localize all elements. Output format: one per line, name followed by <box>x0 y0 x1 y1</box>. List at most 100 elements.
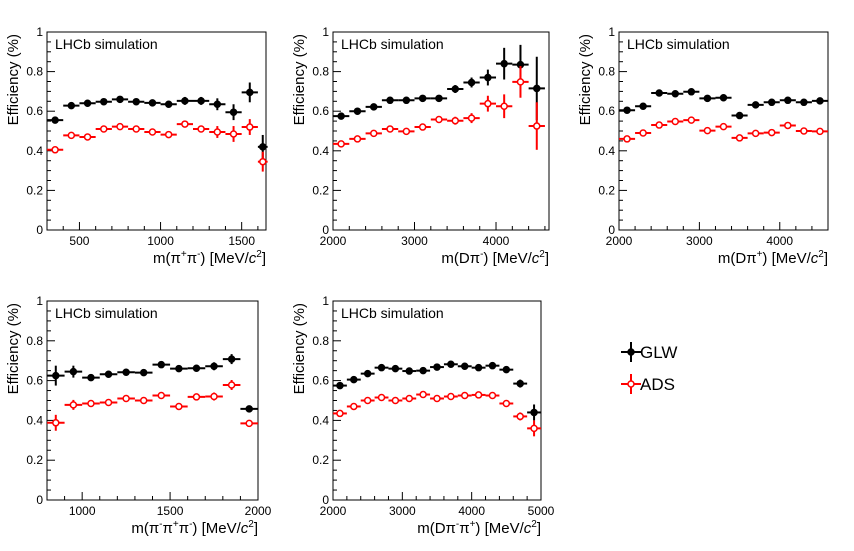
data-point-glw <box>160 100 177 109</box>
marker <box>467 114 476 122</box>
data-point-glw <box>683 88 700 96</box>
marker <box>533 84 541 93</box>
marker <box>516 78 525 86</box>
x-axis-label-part: π <box>163 520 173 537</box>
data-point-ads <box>222 380 241 390</box>
y-tick-label: 1 <box>322 294 329 308</box>
x-axis-label-part: m(π <box>131 520 159 537</box>
marker <box>530 408 538 417</box>
data-point-ads <box>333 140 350 148</box>
marker <box>175 364 183 373</box>
x-axis-label-part: ] <box>262 250 266 267</box>
legend-entry-ads: ADS <box>621 374 675 394</box>
x-axis-label-part: π <box>187 250 197 267</box>
marker <box>116 95 124 104</box>
marker <box>353 135 362 143</box>
data-point-ads <box>240 419 258 428</box>
marker <box>451 116 460 125</box>
x-tick-label: 2000 <box>245 504 272 518</box>
data-point-glw <box>651 89 668 97</box>
data-point-ads <box>513 412 528 421</box>
marker <box>229 108 238 116</box>
data-point-ads <box>747 129 764 138</box>
data-point-glw <box>443 360 458 369</box>
data-point-ads <box>160 130 177 139</box>
y-tick-label: 0.8 <box>312 65 329 79</box>
data-point-ads <box>447 116 464 125</box>
data-point-glw <box>374 363 389 372</box>
data-point-glw <box>346 375 361 384</box>
data-point-ads <box>485 391 500 400</box>
marker <box>433 363 441 371</box>
legend-marker <box>627 380 635 388</box>
data-point-ads <box>471 391 486 399</box>
data-point-glw <box>176 96 193 105</box>
marker <box>377 393 386 402</box>
series-ads <box>47 380 258 431</box>
marker <box>245 405 253 413</box>
series-ads <box>333 390 541 437</box>
data-point-glw <box>360 369 375 378</box>
marker <box>157 360 166 369</box>
marker <box>229 130 238 138</box>
marker <box>164 130 173 139</box>
marker <box>405 394 414 403</box>
marker <box>181 97 189 105</box>
y-tick-label: 0.2 <box>312 453 329 467</box>
marker <box>164 100 173 109</box>
data-point-glw <box>170 364 188 373</box>
x-tick-label: 1000 <box>69 504 96 518</box>
data-point-glw <box>117 368 135 376</box>
data-point-ads <box>205 392 223 401</box>
x-axis-label-part: c <box>241 520 249 537</box>
x-tick-label: 4000 <box>766 234 793 248</box>
marker <box>116 122 124 131</box>
marker <box>655 121 663 129</box>
marker <box>735 111 744 120</box>
data-point-glw <box>485 361 500 370</box>
marker <box>391 364 400 373</box>
x-axis-label-part: ) [MeV/ <box>192 520 241 537</box>
data-point-ads <box>225 126 242 142</box>
marker <box>484 73 492 82</box>
data-point-ads <box>360 396 375 405</box>
data-point-glw <box>795 98 812 107</box>
data-point-ads <box>731 134 748 142</box>
data-point-ads <box>111 122 129 131</box>
legend-label: ADS <box>640 375 675 394</box>
marker <box>210 392 218 401</box>
x-axis-label-part: ] <box>537 520 541 537</box>
panel-label: LHCb simulation <box>55 305 158 321</box>
data-point-glw <box>430 94 448 103</box>
marker <box>100 97 108 106</box>
marker <box>52 371 60 380</box>
marker <box>530 424 538 433</box>
data-point-ads <box>241 119 258 135</box>
x-axis-label-part: - <box>159 519 162 530</box>
marker <box>87 373 95 382</box>
data-point-glw <box>225 104 242 121</box>
marker <box>210 362 218 371</box>
data-point-glw <box>715 93 732 102</box>
marker <box>350 375 358 384</box>
marker <box>213 128 222 136</box>
marker <box>655 89 663 97</box>
data-point-ads <box>715 122 732 131</box>
marker <box>363 396 372 405</box>
data-point-glw <box>134 368 153 377</box>
x-axis-label-part: ) [MeV/ <box>200 250 249 267</box>
marker <box>451 85 460 93</box>
marker <box>87 399 95 408</box>
marker <box>246 88 254 97</box>
marker <box>69 401 78 409</box>
x-axis-label: m(π+π-) [MeV/c2] <box>153 249 266 267</box>
y-tick-label: 0.6 <box>312 104 329 118</box>
y-axis-label: Efficiency (%) <box>291 34 308 125</box>
marker <box>488 391 497 400</box>
series-glw <box>47 354 258 413</box>
marker <box>52 419 60 427</box>
data-point-ads <box>499 399 514 408</box>
marker <box>175 402 183 411</box>
